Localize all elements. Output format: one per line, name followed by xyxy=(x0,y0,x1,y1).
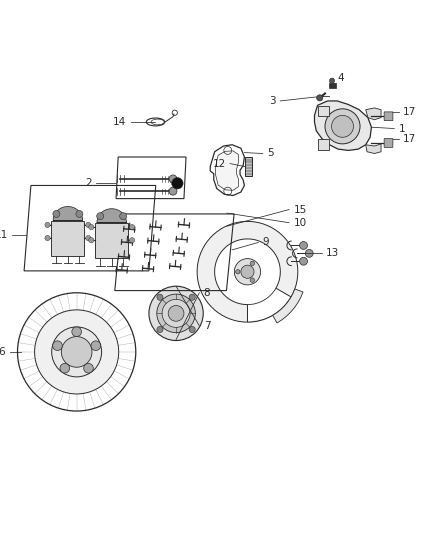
Text: 17: 17 xyxy=(403,134,416,144)
Circle shape xyxy=(88,224,94,230)
Circle shape xyxy=(86,222,91,228)
Polygon shape xyxy=(366,144,381,154)
Text: 4: 4 xyxy=(337,73,344,83)
Circle shape xyxy=(91,341,101,351)
Text: 12: 12 xyxy=(212,159,226,168)
Circle shape xyxy=(300,257,307,265)
Text: 17: 17 xyxy=(403,107,416,117)
Circle shape xyxy=(84,364,93,373)
Circle shape xyxy=(45,222,50,228)
Polygon shape xyxy=(215,151,239,190)
Circle shape xyxy=(52,327,102,377)
Polygon shape xyxy=(314,101,371,150)
Circle shape xyxy=(157,294,163,300)
Circle shape xyxy=(325,109,360,144)
Circle shape xyxy=(53,341,62,351)
Circle shape xyxy=(72,327,81,336)
Polygon shape xyxy=(95,223,128,258)
Bar xyxy=(328,83,336,88)
Circle shape xyxy=(157,294,195,333)
Circle shape xyxy=(189,294,195,300)
Circle shape xyxy=(189,326,195,333)
Circle shape xyxy=(76,211,83,217)
Circle shape xyxy=(35,310,119,394)
Text: 1: 1 xyxy=(399,124,405,134)
Polygon shape xyxy=(272,289,303,323)
Circle shape xyxy=(162,300,190,327)
Circle shape xyxy=(172,177,183,189)
Circle shape xyxy=(236,270,240,274)
Circle shape xyxy=(241,265,254,278)
Circle shape xyxy=(300,241,307,249)
Text: 15: 15 xyxy=(293,205,307,215)
Circle shape xyxy=(129,238,135,243)
Circle shape xyxy=(317,95,323,101)
Circle shape xyxy=(45,236,50,241)
Text: 14: 14 xyxy=(113,117,126,127)
Text: 10: 10 xyxy=(293,217,307,228)
FancyBboxPatch shape xyxy=(384,139,393,147)
Text: 5: 5 xyxy=(267,149,274,158)
Circle shape xyxy=(250,278,254,282)
Circle shape xyxy=(157,326,163,333)
Text: 6: 6 xyxy=(0,347,5,357)
Text: 13: 13 xyxy=(326,248,339,259)
Circle shape xyxy=(60,364,70,373)
Circle shape xyxy=(129,224,135,230)
Text: 3: 3 xyxy=(269,96,276,106)
Text: 11: 11 xyxy=(0,230,8,240)
Circle shape xyxy=(149,286,203,341)
Bar xyxy=(245,157,252,176)
Circle shape xyxy=(97,213,104,220)
Circle shape xyxy=(86,236,91,241)
Polygon shape xyxy=(53,207,83,221)
Circle shape xyxy=(53,211,60,217)
Circle shape xyxy=(250,261,254,265)
FancyBboxPatch shape xyxy=(384,112,393,120)
Bar xyxy=(318,106,328,116)
Circle shape xyxy=(61,336,92,367)
Text: 7: 7 xyxy=(204,321,210,330)
Circle shape xyxy=(120,213,127,220)
Polygon shape xyxy=(366,108,381,120)
Circle shape xyxy=(88,238,94,243)
Circle shape xyxy=(169,175,177,183)
Circle shape xyxy=(332,115,353,138)
Circle shape xyxy=(329,78,335,84)
Polygon shape xyxy=(197,221,298,322)
Circle shape xyxy=(305,249,313,257)
Text: 8: 8 xyxy=(204,288,210,298)
Polygon shape xyxy=(51,221,84,255)
Circle shape xyxy=(168,305,184,321)
Polygon shape xyxy=(97,209,127,223)
Text: 2: 2 xyxy=(85,178,92,188)
Circle shape xyxy=(234,259,261,285)
Bar xyxy=(318,140,328,150)
Text: 9: 9 xyxy=(263,237,269,247)
Circle shape xyxy=(169,187,177,195)
